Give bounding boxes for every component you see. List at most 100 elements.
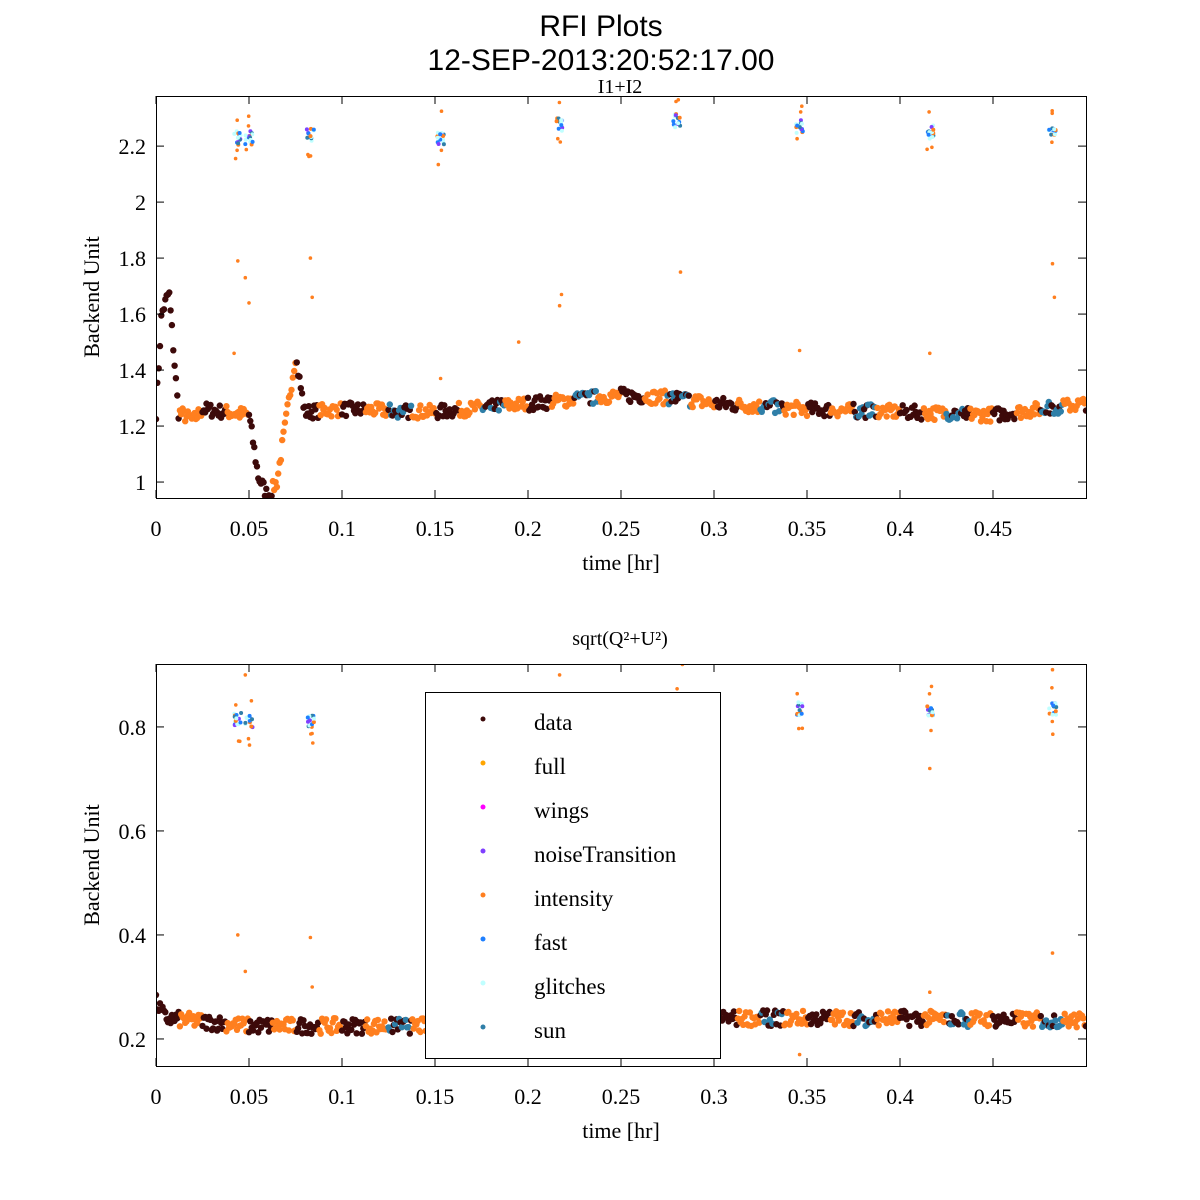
x-axis-label: time [hr]	[582, 550, 660, 575]
data-point	[257, 1024, 265, 1031]
data-point	[216, 1014, 223, 1021]
data-point	[354, 401, 362, 408]
intensity-point	[279, 436, 286, 444]
intensity-point	[927, 692, 932, 696]
legend-item-intensity: intensity	[480, 886, 614, 911]
glitches-point	[559, 118, 564, 123]
glitches-point	[1052, 132, 1057, 137]
intensity-point	[927, 110, 931, 114]
intensity-point	[436, 162, 441, 167]
data-point	[268, 492, 275, 498]
intensity-point	[273, 483, 281, 491]
intensity-point	[1050, 261, 1055, 266]
legend-item-fast: fast	[480, 930, 568, 955]
data-point	[172, 375, 180, 382]
data-point	[821, 412, 828, 420]
sun-point	[592, 387, 599, 395]
fast-point	[247, 713, 252, 718]
intensity-point	[1081, 400, 1086, 407]
intensity-point	[276, 1026, 283, 1033]
glitches-point	[1050, 712, 1055, 717]
bottom-panel-title: sqrt(Q²+U²)	[572, 628, 667, 650]
x-tick-label: 0.1	[328, 1084, 356, 1109]
sun-point	[391, 1021, 399, 1028]
data-marks	[156, 96, 1086, 498]
intensity-point	[311, 720, 316, 725]
legend-label: fast	[534, 930, 568, 955]
fast-point	[559, 123, 564, 128]
intensity-point	[756, 1019, 763, 1026]
intensity-point	[455, 399, 463, 407]
fast-point	[926, 132, 931, 137]
intensity-point	[930, 145, 934, 150]
intensity-point	[1050, 719, 1055, 724]
intensity-point	[795, 691, 799, 696]
data-point	[955, 1021, 962, 1028]
intensity-point	[736, 1007, 743, 1015]
intensity-point	[417, 402, 424, 409]
y-tick-label: 1.2	[119, 414, 147, 439]
intensity-point	[272, 479, 279, 486]
x-axis-label: time [hr]	[582, 1118, 660, 1143]
intensity-point	[799, 1007, 807, 1015]
intensity-point	[309, 732, 313, 736]
intensity-point	[438, 376, 443, 381]
intensity-point	[236, 739, 241, 743]
intensity-point	[557, 303, 562, 308]
intensity-point	[929, 728, 933, 733]
intensity-point	[785, 1008, 792, 1016]
data-point	[160, 306, 168, 313]
intensity-point	[246, 736, 251, 741]
sun-point	[797, 708, 802, 713]
intensity-point	[677, 115, 682, 120]
intensity-point	[223, 403, 230, 410]
intensity-point	[878, 1010, 885, 1018]
data-point	[1011, 415, 1018, 423]
data-point	[212, 1018, 219, 1025]
x-tick-label: 0.15	[416, 516, 455, 541]
intensity-point	[328, 1029, 335, 1037]
glitches-point	[435, 135, 440, 140]
sun-point	[243, 720, 248, 725]
data-point	[171, 362, 178, 369]
data-point	[162, 1009, 169, 1016]
fast-point	[438, 132, 443, 137]
fast-point	[238, 720, 243, 725]
intensity-point	[308, 935, 313, 940]
data-point	[297, 385, 304, 392]
intensity-point	[277, 456, 285, 464]
intensity-point	[656, 395, 663, 402]
intensity-point	[1050, 686, 1054, 690]
data-point	[1082, 1023, 1086, 1030]
intensity-point	[308, 256, 313, 260]
noiseTransition-point	[436, 142, 441, 146]
legend-marker	[480, 936, 486, 942]
data-point	[903, 406, 910, 414]
glitches-point	[235, 135, 240, 140]
intensity-point	[243, 275, 248, 280]
glitches-point	[243, 133, 248, 138]
intensity-point	[1050, 951, 1055, 955]
intensity-point	[570, 400, 577, 407]
x-tick-label: 0.2	[514, 516, 542, 541]
intensity-point	[678, 270, 683, 274]
intensity-point	[311, 741, 315, 745]
intensity-point	[874, 404, 881, 412]
x-tick-label: 0.05	[230, 1084, 269, 1109]
glitches-point	[799, 121, 804, 126]
data-point	[308, 1030, 315, 1037]
intensity-point	[920, 405, 928, 412]
x-tick-label: 0.3	[700, 1084, 728, 1109]
legend-box	[425, 692, 721, 1059]
intensity-point	[554, 119, 559, 124]
data-point	[730, 1008, 738, 1015]
intensity-point	[793, 1010, 800, 1018]
intensity-point	[928, 990, 932, 994]
intensity-point	[466, 409, 473, 416]
intensity-point	[803, 412, 811, 420]
data-point	[253, 463, 261, 470]
intensity-point	[797, 1052, 802, 1057]
intensity-point	[985, 1022, 993, 1029]
intensity-point	[333, 406, 340, 413]
intensity-point	[243, 673, 248, 677]
